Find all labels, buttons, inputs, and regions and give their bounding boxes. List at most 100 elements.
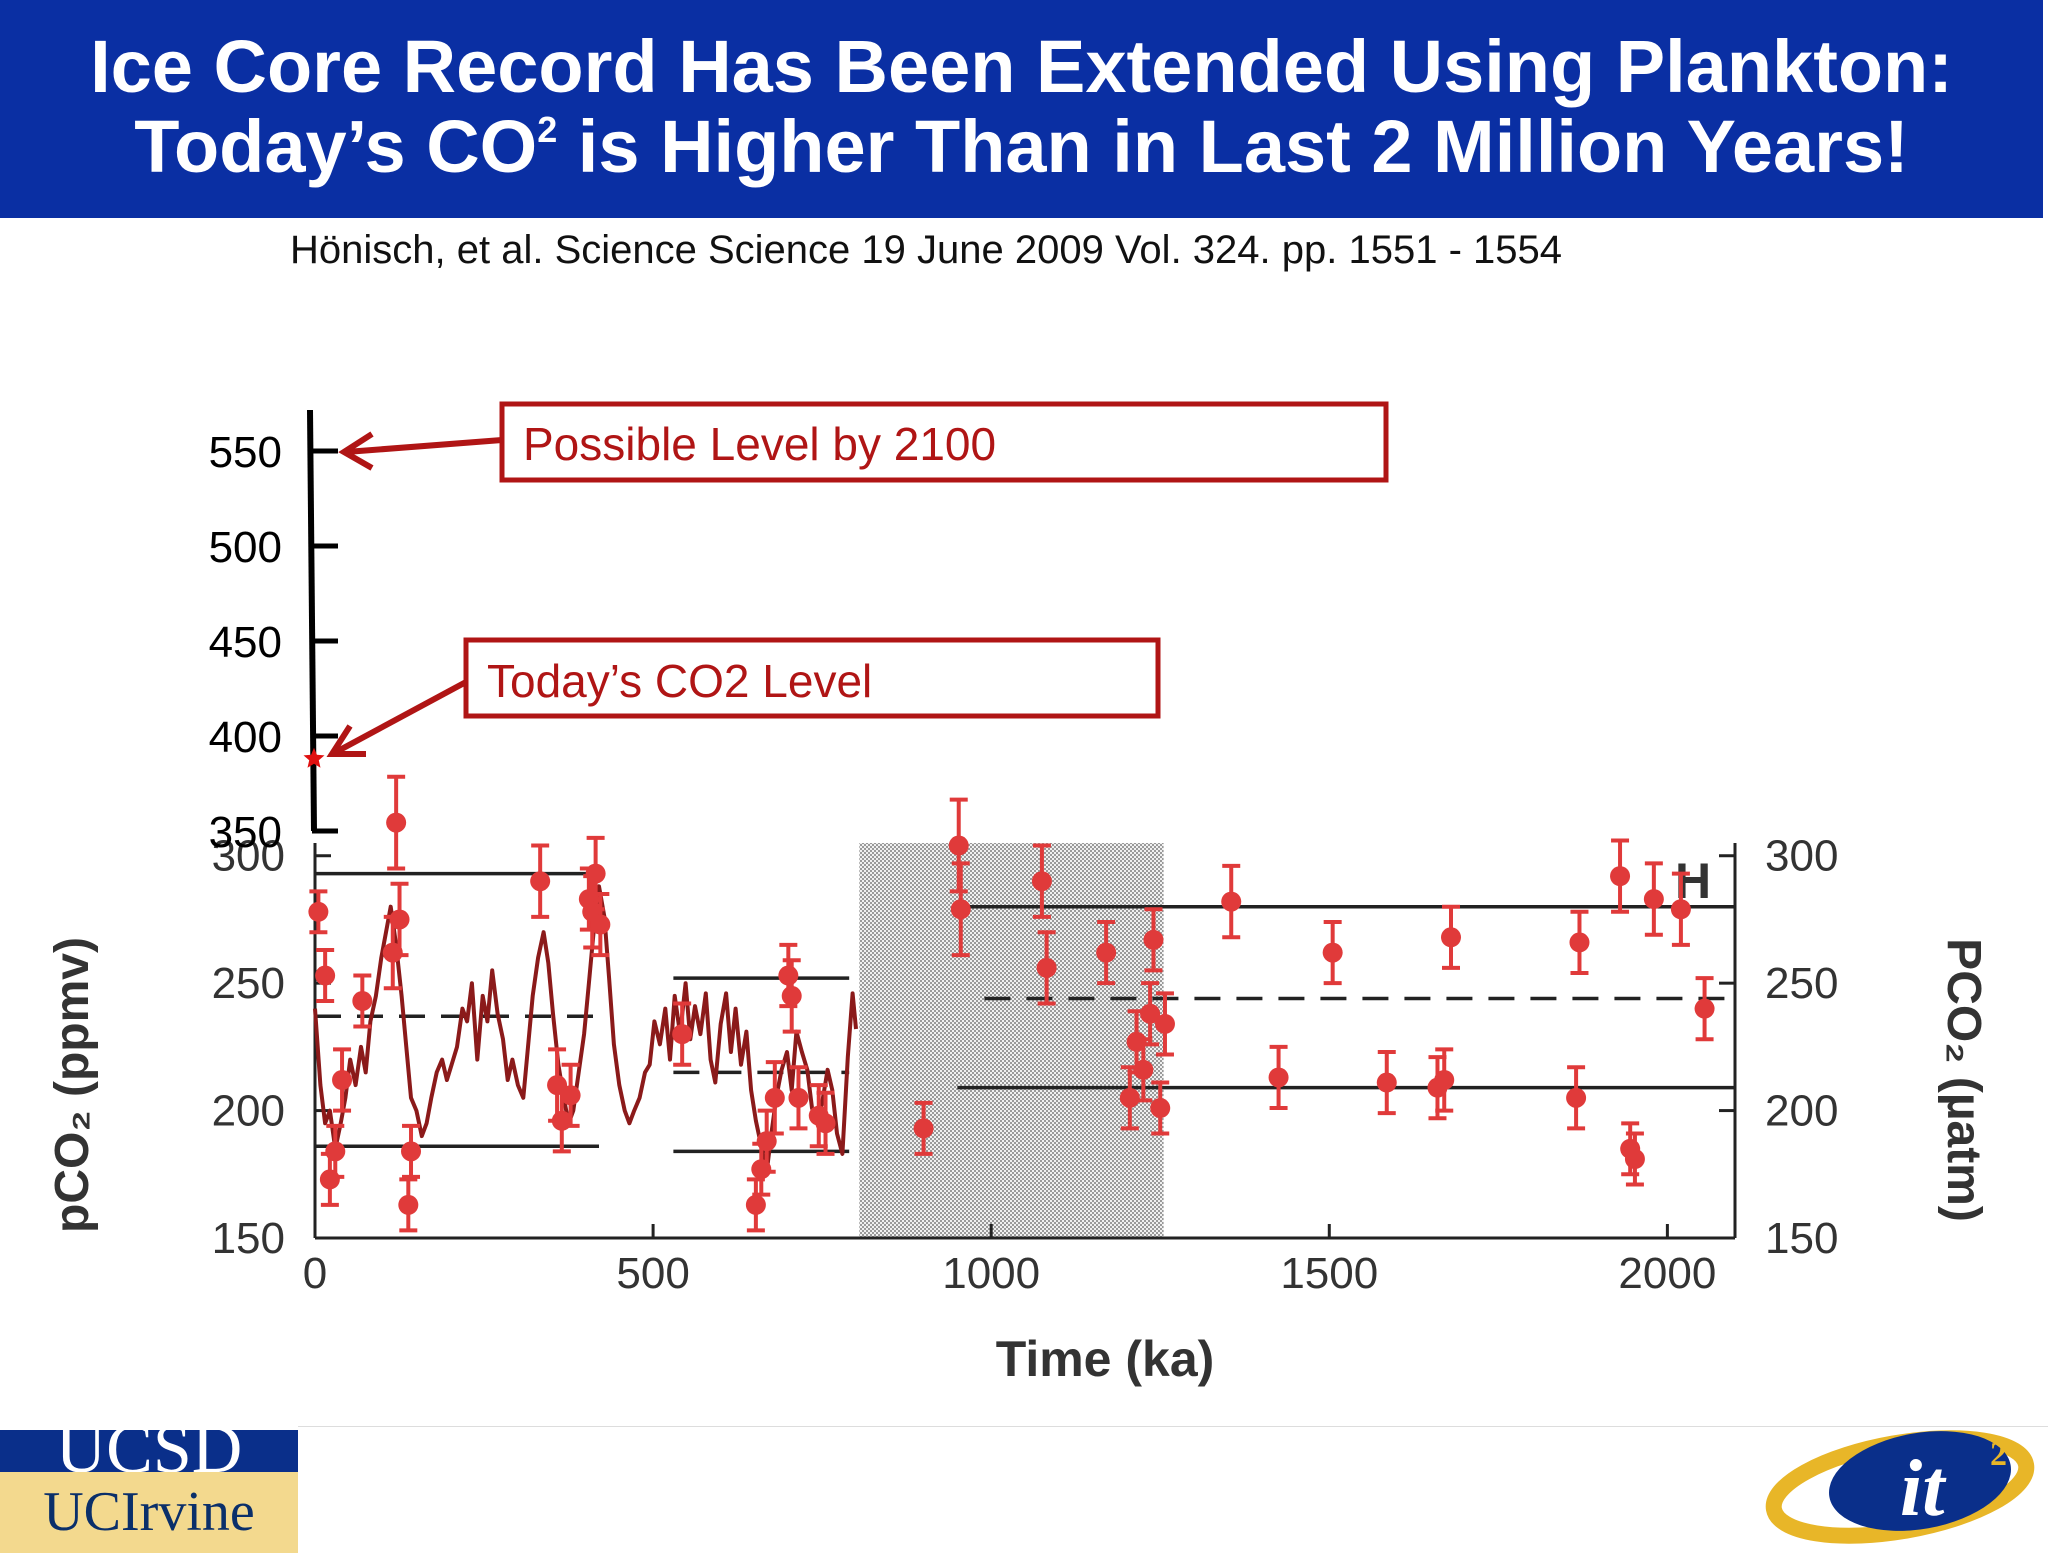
data-point xyxy=(913,1100,934,1156)
data-point xyxy=(1150,1080,1171,1136)
data-point-marker xyxy=(1143,929,1164,950)
data-point xyxy=(815,1090,836,1156)
arrow-today-shaft xyxy=(334,679,468,755)
calit2-logo-icon: it 2 xyxy=(1765,1430,2035,1544)
data-point-marker xyxy=(590,914,611,935)
data-point-marker xyxy=(764,1087,785,1108)
data-point-marker xyxy=(788,1087,809,1108)
data-point xyxy=(352,973,373,1029)
data-point xyxy=(781,958,802,1034)
data-point-marker xyxy=(585,863,606,884)
extended-tick-label: 500 xyxy=(209,523,282,572)
data-point-marker xyxy=(672,1024,693,1045)
title-line-2-start: Today’s CO xyxy=(134,105,538,188)
data-point-marker xyxy=(1096,942,1117,963)
today-co2-star-icon xyxy=(303,747,325,768)
x-tick-label: 1500 xyxy=(1280,1249,1378,1298)
extended-tick-label: 550 xyxy=(209,428,282,477)
data-point-marker xyxy=(1670,899,1691,920)
annotation-text-2100: Possible Level by 2100 xyxy=(523,418,996,470)
y-axis-label-right: PCO₂ (µatm) xyxy=(1937,938,1990,1222)
annotation-text-today: Today’s CO2 Level xyxy=(487,655,872,707)
data-point-marker xyxy=(1694,998,1715,1019)
data-point xyxy=(1569,909,1590,975)
data-point xyxy=(1154,991,1175,1057)
citation: Hönisch, et al. Science Science 19 June … xyxy=(290,228,1562,272)
data-point-marker xyxy=(1268,1067,1289,1088)
title-line-2-end: is Higher Than in Last 2 Million Years! xyxy=(557,105,1909,188)
data-point xyxy=(1376,1049,1397,1116)
data-point xyxy=(585,835,606,912)
data-point-marker xyxy=(1624,1149,1645,1169)
y-tick-label-right: 200 xyxy=(1765,1087,1838,1136)
y-axis-label-left: pCO₂ (ppmv) xyxy=(46,937,99,1233)
data-point xyxy=(948,797,969,894)
data-point xyxy=(1441,904,1461,970)
data-point-marker xyxy=(325,1141,346,1162)
data-point xyxy=(332,1047,353,1113)
data-point xyxy=(590,891,611,958)
data-point xyxy=(560,1062,581,1128)
x-tick-label: 1000 xyxy=(942,1249,1040,1298)
title-banner: Ice Core Record Has Been Extended Using … xyxy=(0,0,2043,218)
data-point-marker xyxy=(781,985,802,1006)
data-point xyxy=(1036,930,1057,1006)
data-point xyxy=(315,948,336,1003)
data-point-marker xyxy=(398,1194,419,1215)
data-point-marker xyxy=(315,965,336,986)
y-tick-label-left: 200 xyxy=(212,1087,285,1136)
data-point-marker xyxy=(386,812,407,833)
data-point-marker xyxy=(950,899,971,920)
arrow-2100-shaft xyxy=(345,437,503,455)
data-point-marker xyxy=(1434,1070,1455,1090)
data-point xyxy=(1031,843,1052,919)
svg-text:it: it xyxy=(1900,1445,1947,1533)
data-point-marker xyxy=(352,991,373,1011)
data-point xyxy=(1624,1131,1645,1187)
data-point-marker xyxy=(1036,957,1057,978)
shaded-region xyxy=(859,843,1164,1238)
data-point-marker xyxy=(1150,1098,1171,1119)
data-point xyxy=(1643,861,1664,937)
data-point-marker xyxy=(1154,1013,1175,1034)
extended-tick-label: 350 xyxy=(209,808,282,857)
data-point xyxy=(1143,907,1164,973)
x-tick-label: 0 xyxy=(303,1249,327,1298)
data-point xyxy=(1610,838,1631,914)
data-point xyxy=(1566,1065,1587,1131)
data-point-marker xyxy=(530,871,551,892)
data-point-marker xyxy=(1610,866,1631,887)
x-axis-label: Time (ka) xyxy=(996,1331,1215,1387)
ucsd-logo: UCSD xyxy=(0,1430,298,1472)
data-point-marker xyxy=(1140,1003,1161,1024)
extended-tick-label: 450 xyxy=(209,618,282,667)
data-point xyxy=(1140,981,1161,1047)
extended-tick-label: 400 xyxy=(209,713,282,762)
data-point-marker xyxy=(1569,932,1590,953)
data-point xyxy=(1133,1037,1154,1103)
y-tick-label-left: 250 xyxy=(212,959,285,1008)
x-tick-label: 2000 xyxy=(1618,1249,1716,1298)
data-point-marker xyxy=(308,901,329,922)
data-point xyxy=(530,843,551,919)
data-point xyxy=(1694,976,1715,1042)
title-subscript-2: 2 xyxy=(537,109,558,150)
y-tick-label-right: 150 xyxy=(1765,1214,1838,1263)
data-point xyxy=(389,881,410,958)
data-point xyxy=(1322,920,1343,986)
data-point-marker xyxy=(815,1113,836,1134)
data-point xyxy=(401,1123,422,1179)
data-point-marker xyxy=(1221,891,1242,912)
data-point xyxy=(1268,1044,1289,1111)
data-point xyxy=(386,774,407,871)
data-point-marker xyxy=(778,965,799,986)
data-point xyxy=(1434,1047,1455,1113)
data-point-marker xyxy=(948,835,969,856)
ucsd-logo-text: UCSD xyxy=(55,1430,243,1472)
data-point xyxy=(325,1123,346,1179)
y-tick-label-left: 300 xyxy=(212,832,285,881)
annotation-box-today xyxy=(463,637,1161,719)
data-point-marker xyxy=(756,1131,777,1152)
data-point-marker xyxy=(913,1118,934,1139)
data-point-marker xyxy=(1322,942,1343,963)
